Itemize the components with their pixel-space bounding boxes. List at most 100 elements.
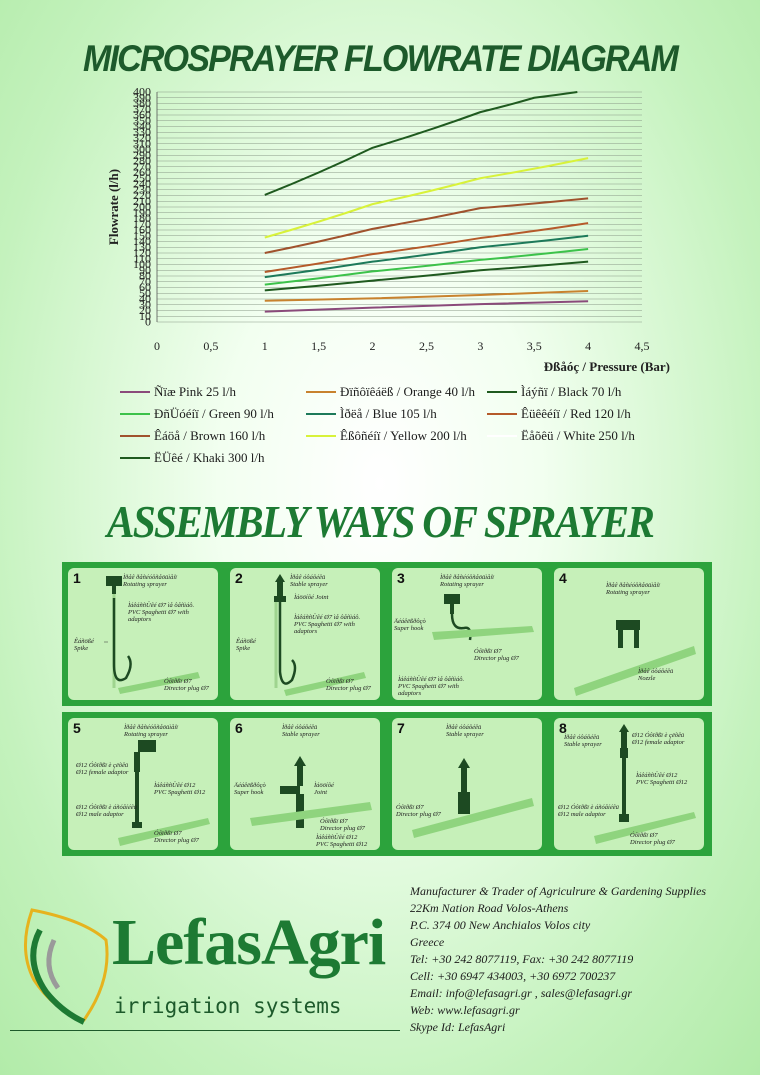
y-tick-label: 400 [133, 85, 151, 99]
legend-swatch [120, 391, 150, 393]
panel-number: 8 [559, 720, 567, 736]
assembly-panel-5: 5 Ìðåê ðåñéóôñåöüìåíï Rotating sprayer Ø1… [68, 718, 218, 850]
y-tick-label: 0 [145, 315, 151, 329]
y-tick-label: 350 [133, 113, 151, 127]
y-tick-label: 330 [133, 125, 151, 139]
legend-label: Ìðëå / Blue 105 l/h [340, 406, 437, 421]
y-tick-label: 250 [133, 171, 151, 185]
assembly-panel-4: 4 Ìðåê ðåñéóôñåöüìåíï Rotating sprayer Ìð… [554, 568, 704, 700]
label-line: Ìðåê óôáôéêü [638, 668, 674, 675]
x-tick-label: 1,5 [311, 339, 326, 353]
label-line: Ø12 male adaptor [558, 811, 606, 818]
label-line: PVC Spaghetti Ø12 [316, 841, 368, 848]
sprayer-drawing-icon [274, 574, 366, 696]
panel-number: 3 [397, 570, 405, 586]
legend-label: Ìáýñï / Black 70 l/h [521, 384, 622, 399]
y-tick-label: 70 [139, 274, 151, 288]
legend-swatch [487, 435, 517, 437]
panel-number: 2 [235, 570, 243, 586]
label-line: PVC Spaghetti Ø7 with [398, 683, 459, 690]
y-tick-label: 160 [133, 223, 151, 237]
label-line: Ø12 Óôïðßï è çëõêü [632, 732, 685, 739]
x-tick-label: 3 [477, 339, 483, 353]
y-tick-label: 50 [139, 286, 151, 300]
assembly-row-2: 5 Ìðåê ðåñéóôñåöüìåíï Rotating sprayer Ø1… [62, 712, 712, 856]
flowrate-chart: 0102030405060708090100110120130140150160… [106, 85, 670, 375]
label-line: Ìáööíôé [314, 782, 334, 789]
label-line: Ìðåê ðåñéóôñåöüìåíï [123, 574, 177, 581]
y-tick-label: 110 [133, 251, 151, 265]
label-line: ÌáêáññÜêé Ø12 [154, 782, 196, 789]
series-line-0 [264, 300, 589, 313]
logo-underline [10, 1030, 400, 1031]
label-line: Óôïðßï Ø7 [474, 648, 502, 655]
label-line: PVC Spaghetti Ø12 [154, 789, 206, 796]
y-tick-label: 200 [133, 200, 151, 214]
legend-label: ÐñÜóéíï / Green 90 l/h [154, 406, 274, 421]
legend-label: Ñïæ Pink 25 l/h [154, 384, 236, 399]
legend-swatch [306, 391, 336, 393]
label-line: Ìðåê óôáôéêü [446, 724, 482, 731]
label-line: adaptors [128, 616, 152, 623]
company-address: 22Km Nation Road Volos-Athens [410, 901, 569, 915]
label-line: Stable sprayer [446, 731, 484, 738]
legend-item: Ðïñôïêáëß / Orange 40 l/h [306, 384, 475, 400]
series-line-4 [264, 234, 589, 279]
y-tick-label: 340 [133, 119, 151, 133]
label-line: Director plug Ø7 [474, 655, 519, 662]
label-line: Ìðåê ðåñéóôñåöüìåíï [606, 582, 660, 589]
y-tick-label: 270 [133, 159, 151, 173]
label-line: ÌáêáññÜêé Ø7 ìå ôåñìáô. [294, 614, 361, 621]
company-skype: Skype Id: LefasAgri [410, 1020, 506, 1034]
legend-swatch [120, 413, 150, 415]
label-line: Ø12 Óôïðßï è áñóåíéêü [558, 804, 619, 811]
label-line: Stable sprayer [290, 581, 328, 588]
y-tick-label: 380 [133, 96, 151, 110]
company-info: Manufacturer & Trader of Agriculrure & G… [410, 883, 706, 1036]
label-line: Äéáêëßðôçò [394, 618, 426, 625]
y-tick-label: 180 [133, 211, 151, 225]
y-tick-label: 100 [133, 257, 151, 271]
label-line: ÌáêáññÜêé Ø12 [316, 834, 358, 841]
label-line: Óôïðßï Ø7 [320, 818, 348, 825]
y-tick-label: 170 [133, 217, 151, 231]
legend-label: Êßôñéíï / Yellow 200 l/h [340, 428, 467, 443]
legend-item: Êßôñéíï / Yellow 200 l/h [306, 428, 467, 444]
label-line: Director plug Ø7 [396, 811, 441, 818]
x-tick-label: 4 [585, 339, 591, 353]
label-line: Êáñößé [74, 638, 94, 645]
label-line: Stable sprayer [282, 731, 320, 738]
label-line: ÌáêáññÜêé Ø7 ìå ôåñìáô. [398, 676, 465, 683]
legend-item: ËÜêé / Khaki 300 l/h [120, 450, 264, 466]
label-line: Óôïðßï Ø7 [164, 678, 192, 685]
label-line: adaptors [398, 690, 422, 697]
company-cell: Cell: +30 6947 434003, +30 6972 700237 [410, 969, 616, 983]
assembly-panel-1: 1 Ìðåê ðåñéóôñåöüìåíï Rotating sprayer Ìá… [68, 568, 218, 700]
label-line: ÌáêáññÜêé Ø7 ìå ôåñìáô. [128, 602, 195, 609]
label-line: Spike [236, 645, 251, 652]
label-line: Rotating sprayer [124, 731, 168, 738]
legend-swatch [487, 413, 517, 415]
legend-item: ÐñÜóéíï / Green 90 l/h [120, 406, 274, 422]
sprayer-drawing-icon [250, 756, 372, 828]
legend-label: Êáöå / Brown 160 l/h [154, 428, 266, 443]
assembly-panel-8: 8 Ìðåê óôáôéêü Stable sprayer Ø12 Óôïðßï … [554, 718, 704, 850]
legend-item: Êüêêéíï / Red 120 l/h [487, 406, 631, 422]
y-tick-label: 40 [139, 292, 151, 306]
label-line: Óôïðßï Ø7 [396, 804, 424, 811]
series-line-5 [264, 222, 589, 273]
series-line-7 [264, 157, 589, 239]
series-line-3 [264, 247, 589, 286]
label-line: Director plug Ø7 [164, 685, 209, 692]
sprayer-drawing-icon [432, 594, 534, 641]
x-tick-label: 0 [154, 339, 160, 353]
y-tick-label: 20 [139, 303, 151, 317]
label-line: PVC Spaghetti Ø7 with [294, 621, 355, 628]
company-phone: Tel: +30 242 8077119, Fax: +30 242 80771… [410, 952, 634, 966]
y-tick-label: 300 [133, 142, 151, 156]
company-email: Email: info@lefasagri.gr , sales@lefasag… [410, 986, 633, 1000]
y-tick-label: 90 [139, 263, 151, 277]
label-line: PVC Spaghetti Ø7 with [128, 609, 189, 616]
label-line: PVC Spaghetti Ø12 [636, 779, 688, 786]
x-tick-label: 2 [370, 339, 376, 353]
